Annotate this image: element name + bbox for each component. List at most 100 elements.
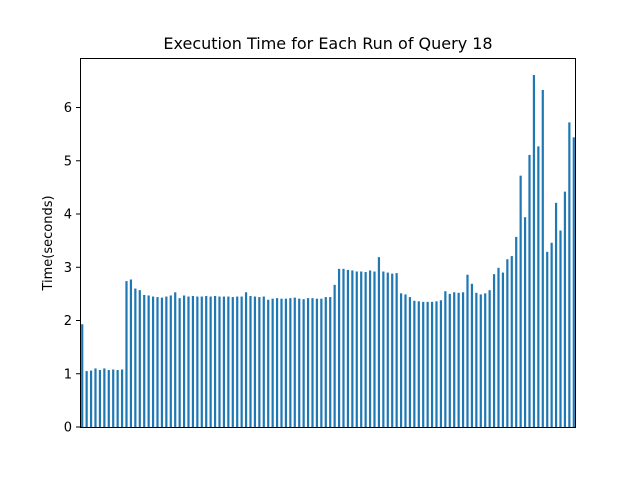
bar [112, 369, 115, 427]
bar [125, 281, 128, 427]
bar [413, 300, 416, 427]
bar [165, 296, 168, 427]
y-axis-label: Time(seconds) [41, 195, 56, 291]
chart-title: Execution Time for Each Run of Query 18 [163, 34, 492, 53]
bar [386, 272, 389, 427]
bar [568, 122, 571, 428]
bar [563, 191, 567, 427]
bar [280, 298, 283, 427]
bar [249, 296, 252, 427]
bar [395, 273, 398, 427]
bar [293, 297, 296, 427]
bars-group [81, 75, 575, 428]
y-tick-label: 0 [64, 421, 72, 436]
bar [129, 279, 133, 427]
bar [435, 301, 438, 427]
bar [497, 267, 500, 427]
bar [209, 296, 212, 427]
bar [174, 292, 177, 427]
bar [528, 154, 531, 427]
bar [240, 296, 243, 427]
bar [546, 251, 549, 427]
bar [103, 368, 106, 427]
y-axis: 0 1 2 3 4 5 6 [64, 101, 80, 436]
bar [98, 370, 102, 427]
bar [439, 300, 443, 427]
bar [138, 290, 141, 427]
bar [147, 295, 150, 427]
bar [453, 292, 456, 427]
y-tick-label: 1 [64, 367, 72, 382]
bar [311, 298, 314, 427]
bar [262, 296, 265, 427]
bar [351, 270, 354, 427]
bar [85, 371, 88, 427]
bar [151, 296, 155, 427]
bar [160, 297, 164, 427]
bar [182, 295, 186, 427]
bar [187, 296, 190, 427]
bar [408, 297, 412, 427]
bar [426, 301, 429, 427]
bar [554, 202, 558, 427]
bar [284, 298, 288, 427]
bar [355, 271, 358, 427]
bar [377, 257, 381, 427]
bar [200, 296, 203, 427]
bar [457, 292, 460, 427]
bar [532, 75, 536, 427]
bar [417, 301, 420, 427]
bar [360, 271, 363, 427]
bar [120, 369, 124, 427]
bar [484, 293, 487, 427]
bar [205, 296, 208, 427]
bar [404, 294, 407, 427]
bar [391, 273, 394, 427]
bar [81, 324, 84, 427]
bar [236, 296, 239, 427]
bar [519, 175, 522, 427]
bar [510, 256, 513, 427]
bar [306, 298, 310, 427]
bar [134, 288, 137, 427]
bar [346, 269, 350, 427]
bar [298, 298, 301, 427]
bar [475, 292, 478, 427]
bar [466, 274, 469, 427]
bar [302, 299, 305, 427]
bar [488, 290, 491, 427]
bar [231, 297, 234, 427]
bar [107, 370, 110, 427]
y-tick-label: 4 [64, 208, 72, 223]
bar [178, 298, 181, 427]
bar [444, 291, 447, 427]
bar [191, 296, 195, 427]
bar [271, 298, 274, 427]
bar [258, 297, 261, 427]
bar [333, 284, 336, 427]
bar [501, 272, 505, 427]
bar [244, 292, 248, 427]
bar [315, 298, 319, 427]
bar [537, 146, 540, 427]
bar [448, 293, 451, 427]
bar [94, 368, 97, 427]
bar [368, 270, 372, 427]
bar [116, 370, 119, 427]
bar [324, 297, 327, 427]
bar [523, 217, 527, 427]
bar [399, 293, 403, 427]
bar [227, 296, 230, 427]
y-tick-label: 6 [64, 101, 72, 116]
bar [430, 301, 434, 427]
bar [337, 268, 341, 427]
bar [572, 137, 575, 427]
bar [253, 296, 257, 427]
bar [515, 236, 518, 427]
bar [222, 296, 226, 427]
y-tick-label: 5 [64, 154, 72, 169]
bar [143, 294, 146, 427]
bar [382, 271, 385, 427]
bar [289, 298, 292, 427]
